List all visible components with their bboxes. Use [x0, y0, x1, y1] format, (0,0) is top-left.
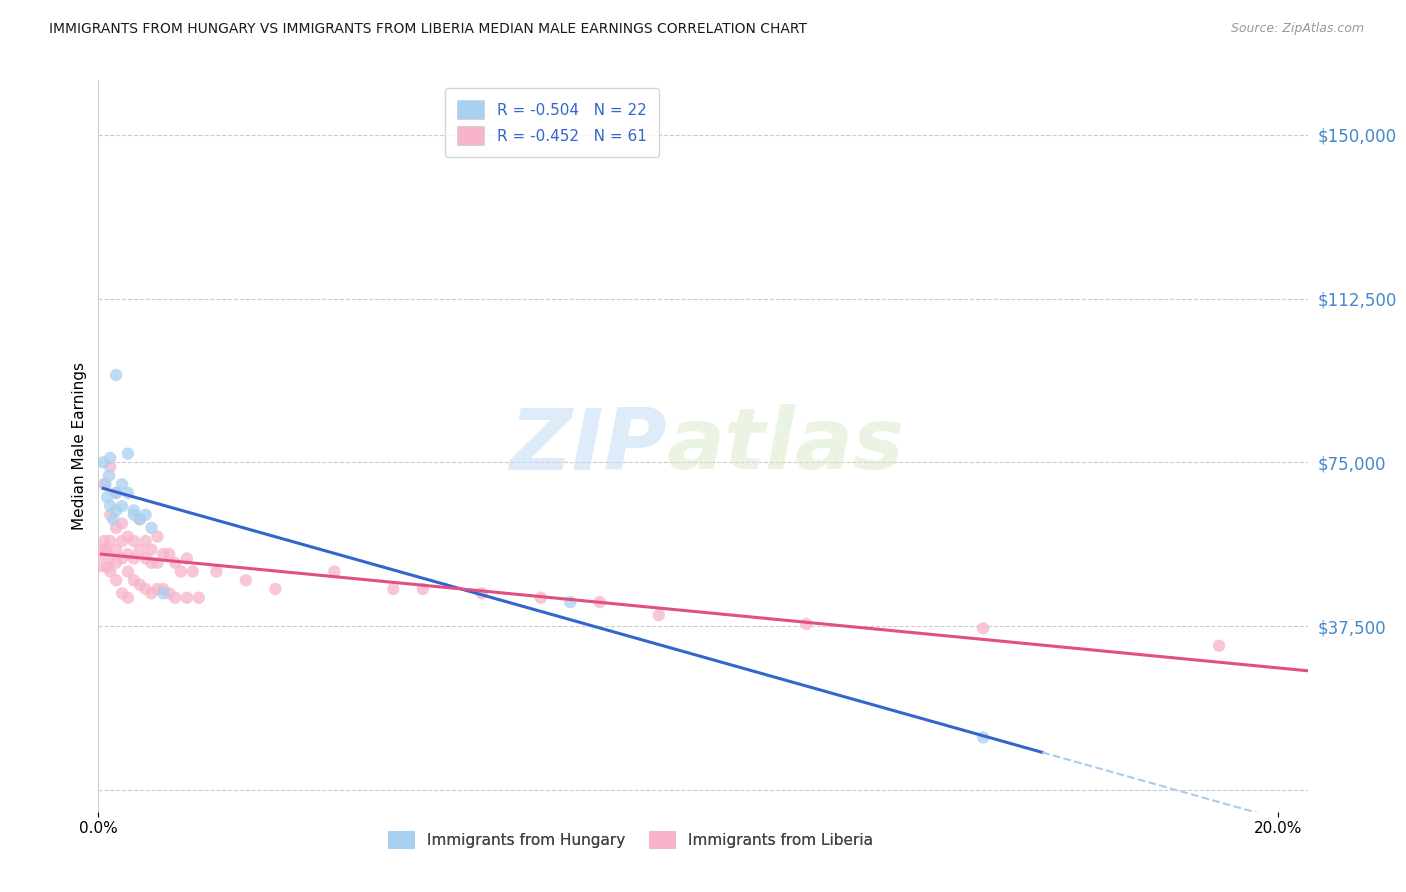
Point	[128, 512, 150, 526]
Point	[471, 586, 494, 600]
Point	[105, 542, 128, 557]
Point	[105, 521, 128, 535]
Text: Source: ZipAtlas.com: Source: ZipAtlas.com	[1230, 22, 1364, 36]
Point	[111, 533, 134, 548]
Point	[111, 586, 134, 600]
Point	[105, 486, 128, 500]
Point	[122, 533, 145, 548]
Point	[1208, 639, 1230, 653]
Point	[111, 477, 134, 491]
Point	[122, 574, 145, 588]
Point	[105, 503, 128, 517]
Point	[560, 595, 582, 609]
Point	[135, 533, 157, 548]
Point	[111, 551, 134, 566]
Point	[105, 368, 128, 382]
Point	[205, 565, 228, 579]
Point	[135, 551, 157, 566]
Point	[117, 486, 139, 500]
Point	[794, 616, 817, 631]
Point	[122, 551, 145, 566]
Point	[382, 582, 405, 596]
Point	[152, 586, 174, 600]
Point	[101, 512, 124, 526]
Point	[98, 468, 121, 483]
Point	[157, 586, 180, 600]
Point	[146, 582, 169, 596]
Point	[141, 586, 163, 600]
Point	[117, 591, 139, 605]
Point	[187, 591, 209, 605]
Point	[117, 565, 139, 579]
Point	[181, 565, 204, 579]
Point	[165, 591, 187, 605]
Point	[235, 574, 257, 588]
Point	[141, 521, 163, 535]
Point	[94, 542, 117, 557]
Point	[141, 556, 163, 570]
Point	[128, 577, 150, 591]
Point	[117, 547, 139, 561]
Point	[94, 477, 117, 491]
Point	[93, 533, 115, 548]
Point	[90, 551, 112, 566]
Point	[648, 608, 671, 623]
Point	[412, 582, 434, 596]
Point	[105, 556, 128, 570]
Point	[176, 551, 198, 566]
Point	[141, 542, 163, 557]
Point	[98, 450, 121, 465]
Point	[152, 582, 174, 596]
Point	[98, 459, 121, 474]
Point	[146, 556, 169, 570]
Point	[98, 565, 121, 579]
Point	[91, 455, 114, 469]
Point	[111, 499, 134, 513]
Y-axis label: Median Male Earnings: Median Male Earnings	[72, 362, 87, 530]
Point	[98, 499, 121, 513]
Point	[165, 556, 187, 570]
Point	[589, 595, 612, 609]
Legend: Immigrants from Hungary, Immigrants from Liberia: Immigrants from Hungary, Immigrants from…	[381, 824, 879, 855]
Point	[128, 542, 150, 557]
Point	[105, 574, 128, 588]
Text: atlas: atlas	[666, 404, 905, 488]
Point	[96, 491, 118, 505]
Point	[530, 591, 553, 605]
Point	[96, 560, 118, 574]
Point	[111, 516, 134, 531]
Point	[98, 508, 121, 522]
Point	[176, 591, 198, 605]
Point	[972, 731, 994, 745]
Point	[128, 512, 150, 526]
Point	[152, 547, 174, 561]
Point	[117, 447, 139, 461]
Point	[98, 533, 121, 548]
Point	[93, 477, 115, 491]
Point	[135, 508, 157, 522]
Point	[170, 565, 193, 579]
Point	[264, 582, 287, 596]
Point	[135, 582, 157, 596]
Point	[157, 547, 180, 561]
Point	[323, 565, 346, 579]
Point	[117, 530, 139, 544]
Point	[122, 503, 145, 517]
Text: IMMIGRANTS FROM HUNGARY VS IMMIGRANTS FROM LIBERIA MEDIAN MALE EARNINGS CORRELAT: IMMIGRANTS FROM HUNGARY VS IMMIGRANTS FR…	[49, 22, 807, 37]
Point	[146, 530, 169, 544]
Point	[972, 621, 994, 635]
Text: ZIP: ZIP	[509, 404, 666, 488]
Point	[105, 486, 128, 500]
Point	[122, 508, 145, 522]
